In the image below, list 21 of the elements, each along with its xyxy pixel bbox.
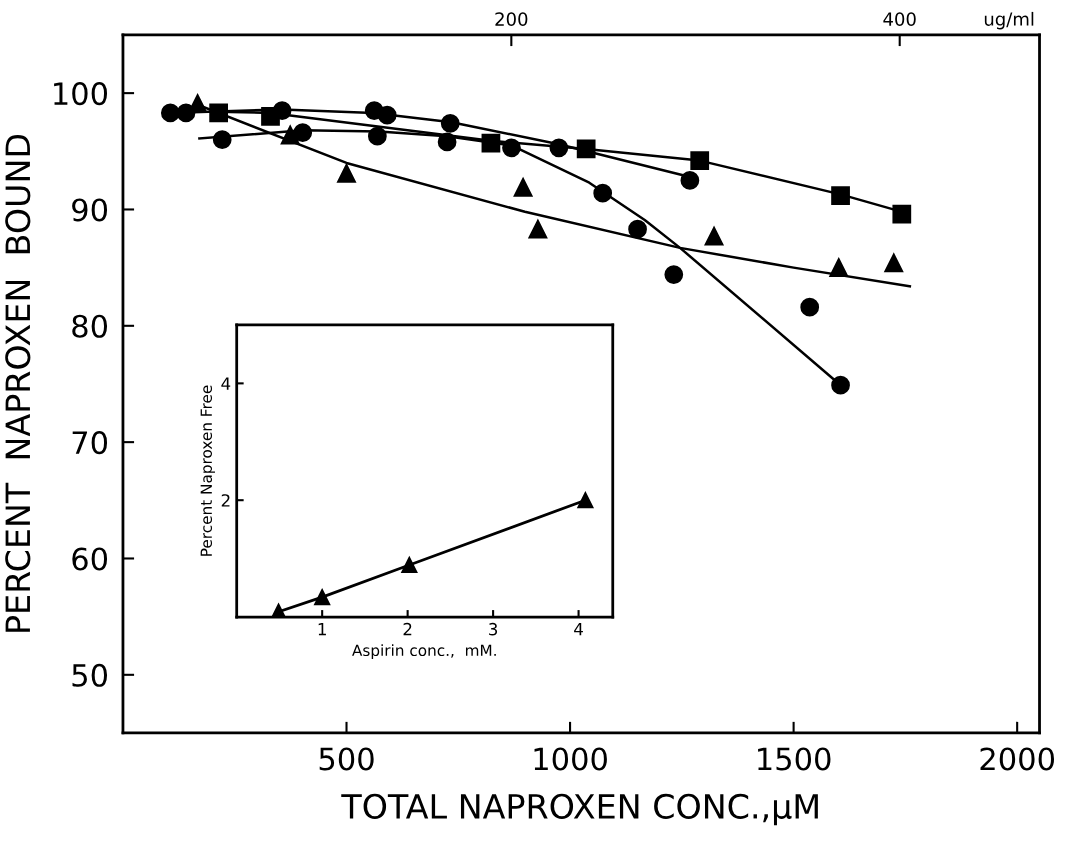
x-tick-label: 1000 — [534, 747, 607, 771]
y-tick-label: 60 — [72, 547, 108, 571]
x2-tick-label: 200 — [495, 12, 528, 26]
x-axis-title: TOTAL NAPROXEN CONC.,μM — [341, 793, 818, 826]
y-axis-title: PERCENT NAPROXEN BOUND — [5, 134, 31, 632]
x-tick-label: 4 — [574, 623, 583, 636]
x-axis-title: Aspirin conc., mM. — [352, 644, 496, 660]
y-tick-label: 80 — [72, 314, 108, 338]
x-tick-label: 1 — [318, 623, 326, 636]
x-tick-label: 2000 — [980, 747, 1055, 771]
y-tick-label: 70 — [72, 431, 108, 455]
x2-tick-label: 400 — [883, 12, 916, 26]
y-tick-label: 90 — [72, 198, 108, 222]
x-tick-label: 3 — [489, 622, 498, 636]
y-axis-title: Percent Naproxen Free — [200, 385, 215, 556]
y-tick-label: 50 — [72, 663, 108, 687]
y-tick-label: 100 — [54, 82, 108, 106]
x-tick-label: 500 — [319, 747, 374, 771]
x-tick-label: 1500 — [758, 747, 831, 771]
x-tick-label: 2 — [403, 622, 412, 636]
x2-axis-title: ug/ml — [984, 11, 1034, 30]
